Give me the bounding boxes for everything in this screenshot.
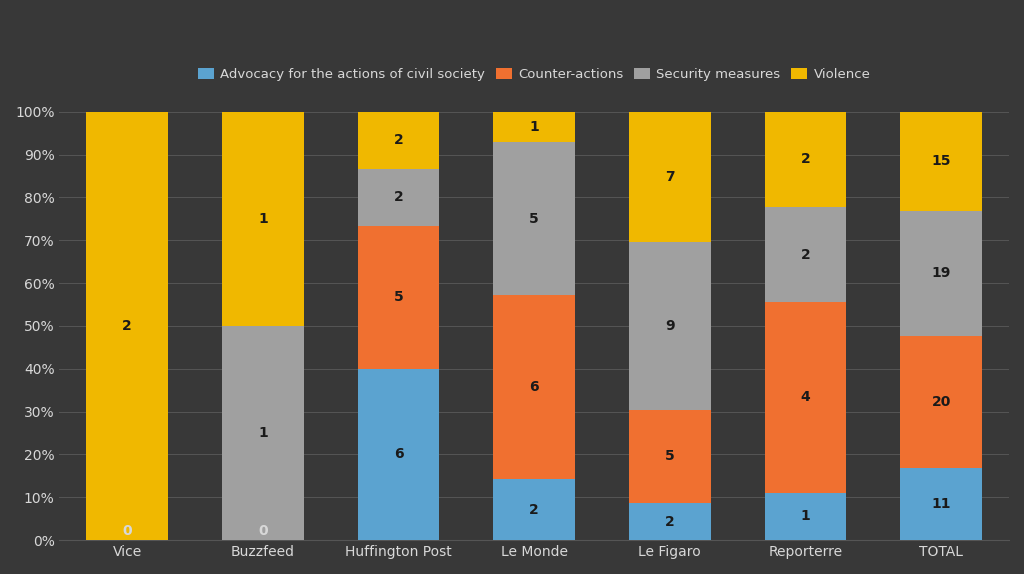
- Text: 1: 1: [258, 426, 267, 440]
- Bar: [765, 302, 846, 492]
- Text: 0: 0: [123, 523, 132, 538]
- Text: 19: 19: [932, 266, 951, 280]
- Text: 5: 5: [393, 290, 403, 304]
- Bar: [222, 326, 303, 540]
- Bar: [494, 296, 574, 479]
- Bar: [222, 112, 303, 326]
- Bar: [765, 207, 846, 302]
- Text: 4: 4: [801, 390, 810, 404]
- Bar: [86, 112, 168, 540]
- Text: 6: 6: [393, 448, 403, 461]
- Text: 1: 1: [529, 120, 539, 134]
- Bar: [357, 226, 439, 369]
- Text: 0: 0: [258, 523, 267, 538]
- Text: 5: 5: [529, 212, 539, 226]
- Bar: [765, 492, 846, 540]
- Text: 2: 2: [529, 503, 539, 517]
- Bar: [900, 211, 982, 336]
- Bar: [494, 112, 574, 142]
- Bar: [765, 112, 846, 207]
- Text: 2: 2: [801, 247, 810, 262]
- Bar: [494, 479, 574, 540]
- Text: 1: 1: [801, 509, 810, 523]
- Bar: [494, 142, 574, 296]
- Bar: [357, 112, 439, 169]
- Text: 15: 15: [932, 154, 951, 168]
- Bar: [629, 112, 711, 242]
- Bar: [900, 468, 982, 540]
- Text: 2: 2: [122, 319, 132, 333]
- Bar: [900, 336, 982, 468]
- Text: 5: 5: [665, 449, 675, 463]
- Text: 2: 2: [393, 133, 403, 148]
- Text: 2: 2: [801, 152, 810, 166]
- Bar: [357, 369, 439, 540]
- Bar: [629, 410, 711, 503]
- Text: 6: 6: [529, 380, 539, 394]
- Bar: [900, 112, 982, 211]
- Text: 2: 2: [393, 191, 403, 204]
- Text: 7: 7: [665, 170, 675, 184]
- Text: 9: 9: [665, 319, 675, 333]
- Text: 2: 2: [665, 514, 675, 529]
- Bar: [357, 169, 439, 226]
- Text: 20: 20: [932, 395, 951, 409]
- Bar: [629, 503, 711, 540]
- Legend: Advocacy for the actions of civil society, Counter-actions, Security measures, V: Advocacy for the actions of civil societ…: [193, 63, 876, 86]
- Text: 1: 1: [258, 212, 267, 226]
- Text: 11: 11: [932, 497, 951, 511]
- Bar: [629, 242, 711, 410]
